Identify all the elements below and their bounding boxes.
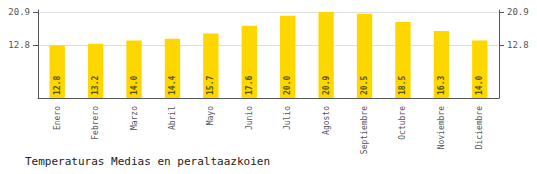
svg-text:15.7: 15.7 [206,76,215,95]
svg-text:Diciembre: Diciembre [475,106,484,150]
svg-text:18.5: 18.5 [398,76,407,95]
svg-text:Septiembre: Septiembre [360,106,369,154]
svg-text:14.0: 14.0 [475,76,484,95]
svg-text:Enero: Enero [53,106,62,130]
svg-text:Marzo: Marzo [130,106,139,130]
svg-text:20.0: 20.0 [283,76,292,95]
svg-text:20.5: 20.5 [360,76,369,95]
svg-text:Noviembre: Noviembre [437,106,446,150]
svg-text:12.8: 12.8 [507,40,529,50]
svg-text:12.8: 12.8 [8,40,30,50]
svg-text:Agosto: Agosto [322,106,331,135]
svg-text:Abril: Abril [168,106,177,130]
svg-text:Octubre: Octubre [398,106,407,140]
svg-text:20.9: 20.9 [322,76,331,95]
svg-text:17.6: 17.6 [245,76,254,95]
svg-text:16.3: 16.3 [437,76,446,95]
svg-text:12.8: 12.8 [53,76,62,95]
svg-text:Febrero: Febrero [91,106,100,140]
svg-text:Julio: Julio [283,106,292,130]
svg-text:Mayo: Mayo [206,106,215,125]
svg-text:20.9: 20.9 [507,7,529,17]
svg-text:13.2: 13.2 [91,76,100,95]
svg-text:Junio: Junio [245,106,254,130]
svg-text:20.9: 20.9 [8,7,30,17]
svg-text:Temperaturas Medias en peralta: Temperaturas Medias en peraltaazkoien [25,155,270,168]
svg-text:14.0: 14.0 [130,76,139,95]
svg-text:14.4: 14.4 [168,76,177,95]
